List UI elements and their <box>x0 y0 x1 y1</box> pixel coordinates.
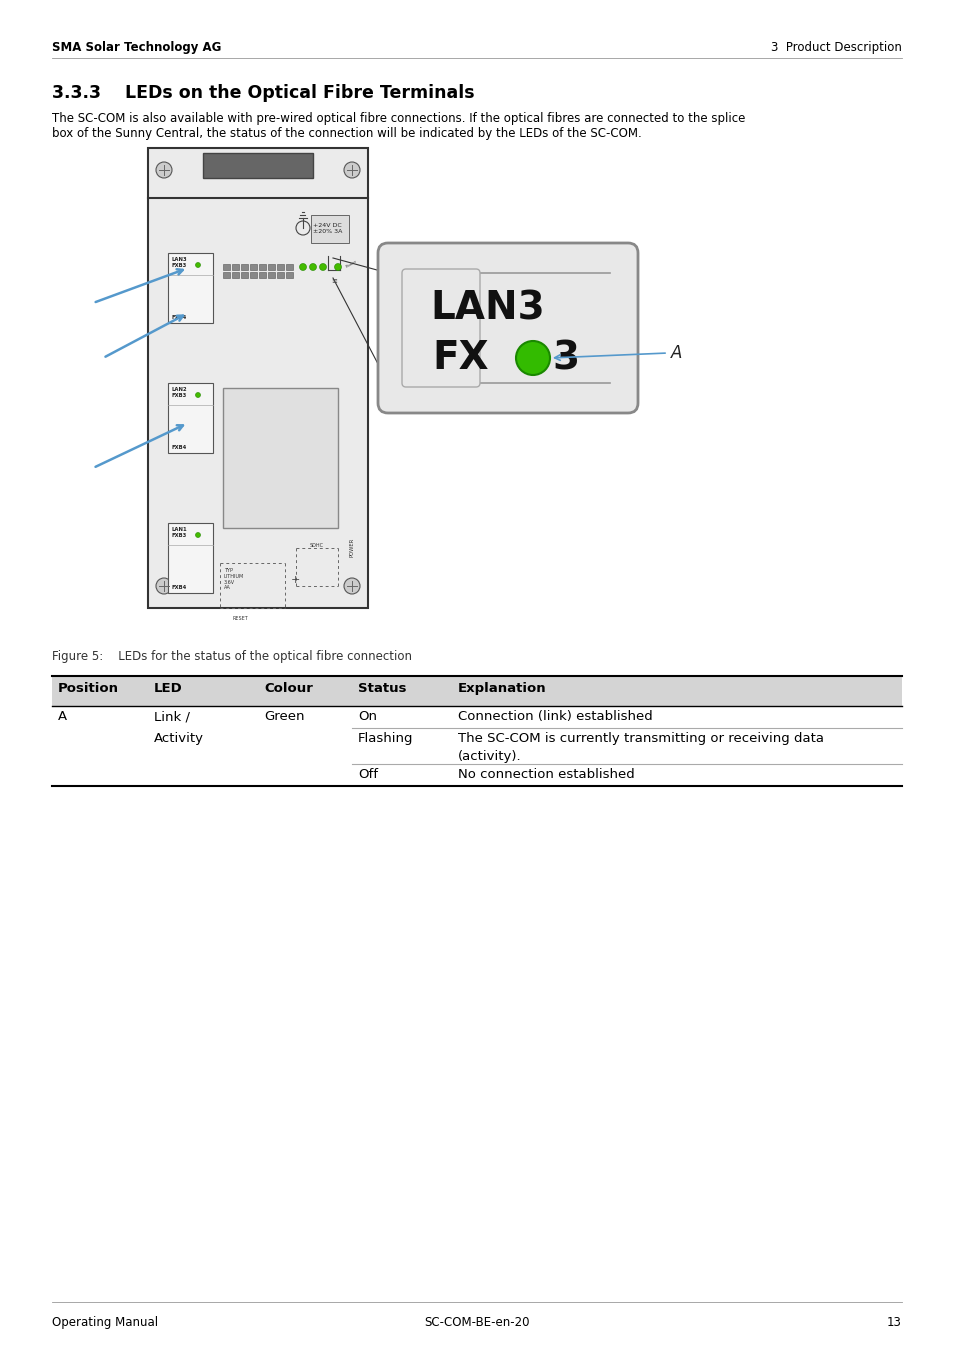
Text: LAN3
FXB3: LAN3 FXB3 <box>172 256 188 267</box>
Circle shape <box>195 532 200 537</box>
Bar <box>203 153 313 178</box>
Bar <box>250 271 256 278</box>
Bar <box>286 271 293 278</box>
FancyBboxPatch shape <box>401 269 479 387</box>
Text: LAN1
FXB3: LAN1 FXB3 <box>172 526 188 537</box>
Text: LAN3: LAN3 <box>430 289 545 327</box>
Text: 3  Product Description: 3 Product Description <box>770 40 901 54</box>
Text: SMA Solar Technology AG: SMA Solar Technology AG <box>52 40 221 54</box>
Text: A: A <box>58 710 67 724</box>
Circle shape <box>195 262 200 267</box>
Bar <box>168 252 213 323</box>
Text: TYP
LITHIUM
3.6V
AA: TYP LITHIUM 3.6V AA <box>224 568 244 590</box>
Bar <box>241 271 248 278</box>
Text: ≡: ≡ <box>331 278 336 283</box>
Bar <box>168 383 213 454</box>
Text: Colour: Colour <box>264 682 313 695</box>
Bar <box>276 265 284 270</box>
Text: Position: Position <box>58 682 119 695</box>
Bar <box>268 271 274 278</box>
Text: FXB4: FXB4 <box>172 446 187 450</box>
Text: A: A <box>670 344 681 362</box>
Text: Status: Status <box>357 682 406 695</box>
Text: On: On <box>357 710 376 724</box>
Bar <box>250 265 256 270</box>
Bar <box>52 676 901 706</box>
Bar <box>223 265 230 270</box>
FancyBboxPatch shape <box>148 148 368 608</box>
Circle shape <box>156 578 172 594</box>
Circle shape <box>309 263 316 270</box>
Text: No connection established: No connection established <box>457 768 634 782</box>
Bar <box>286 265 293 270</box>
Text: +24V DC
±20% 3A: +24V DC ±20% 3A <box>313 223 342 234</box>
Text: SDHC: SDHC <box>310 543 324 548</box>
Bar <box>268 265 274 270</box>
Bar <box>168 522 213 593</box>
Text: (activity).: (activity). <box>457 751 521 763</box>
Text: The SC-COM is also available with pre-wired optical fibre connections. If the op: The SC-COM is also available with pre-wi… <box>52 112 744 126</box>
Text: The SC-COM is currently transmitting or receiving data: The SC-COM is currently transmitting or … <box>457 732 823 745</box>
Text: 13: 13 <box>886 1316 901 1328</box>
Bar <box>241 265 248 270</box>
Text: Activity: Activity <box>153 732 204 745</box>
Text: 3: 3 <box>552 339 579 377</box>
Circle shape <box>335 263 341 270</box>
Text: Figure 5:    LEDs for the status of the optical fibre connection: Figure 5: LEDs for the status of the opt… <box>52 649 412 663</box>
Circle shape <box>319 263 326 270</box>
Text: 3.3.3    LEDs on the Optical Fibre Terminals: 3.3.3 LEDs on the Optical Fibre Terminal… <box>52 84 475 103</box>
Circle shape <box>195 393 200 397</box>
Bar <box>223 271 230 278</box>
Bar <box>232 271 239 278</box>
Text: LAN2
FXB3: LAN2 FXB3 <box>172 387 188 398</box>
Text: +: + <box>290 575 299 585</box>
Circle shape <box>516 342 550 375</box>
Text: POWER: POWER <box>350 539 355 558</box>
FancyBboxPatch shape <box>377 243 638 413</box>
Circle shape <box>299 263 306 270</box>
Text: Connection (link) established: Connection (link) established <box>457 710 652 724</box>
Text: FX: FX <box>433 339 489 377</box>
Bar <box>276 271 284 278</box>
Bar <box>258 265 266 270</box>
Circle shape <box>344 578 359 594</box>
Circle shape <box>156 162 172 178</box>
Text: LED: LED <box>153 682 183 695</box>
Text: RESET: RESET <box>232 616 248 621</box>
Bar <box>223 387 337 528</box>
Bar <box>311 215 349 243</box>
Text: Power: Power <box>345 259 357 269</box>
Text: FXB4: FXB4 <box>172 585 187 590</box>
Bar <box>258 271 266 278</box>
Bar <box>232 265 239 270</box>
Text: Link /: Link / <box>153 710 190 724</box>
Circle shape <box>344 162 359 178</box>
Text: Explanation: Explanation <box>457 682 546 695</box>
Text: SC-COM-BE-en-20: SC-COM-BE-en-20 <box>424 1316 529 1328</box>
Text: box of the Sunny Central, the status of the connection will be indicated by the : box of the Sunny Central, the status of … <box>52 127 641 140</box>
Text: Flashing: Flashing <box>357 732 413 745</box>
Text: FXB4: FXB4 <box>172 315 187 320</box>
Text: Green: Green <box>264 710 304 724</box>
Text: Operating Manual: Operating Manual <box>52 1316 158 1328</box>
Text: Off: Off <box>357 768 377 782</box>
